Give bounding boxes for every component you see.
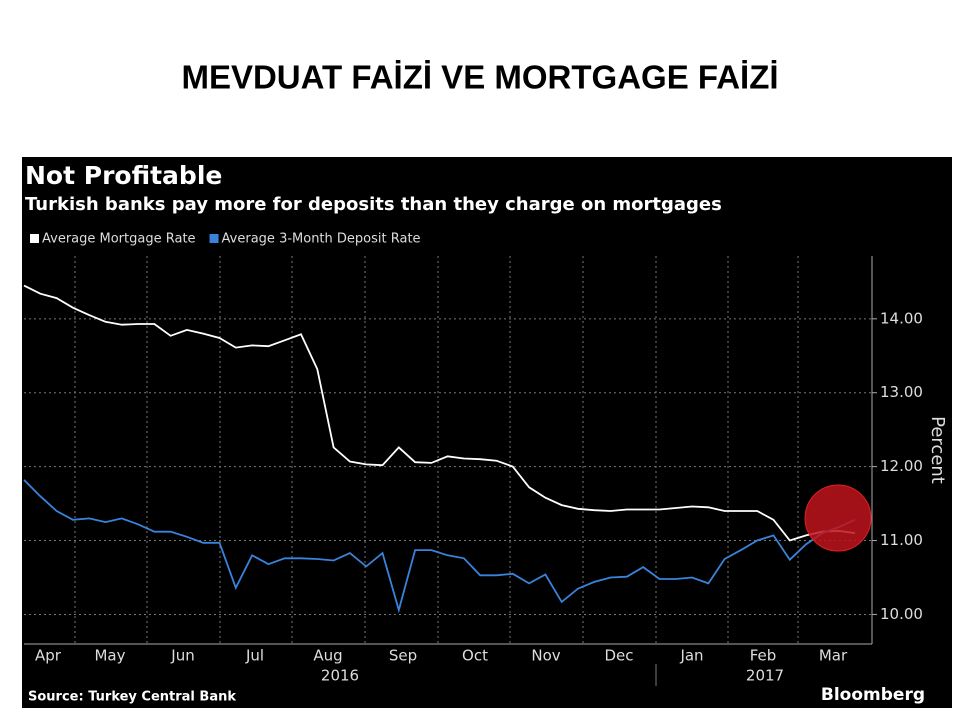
chart-subtitle: Turkish banks pay more for deposits than… [25, 194, 722, 215]
x-tick-label: Jul [245, 647, 264, 665]
highlight-circle [804, 484, 872, 552]
x-tick-label: Jan [679, 647, 703, 665]
legend-swatch [30, 234, 39, 243]
x-tick-label: Oct [462, 647, 488, 665]
y-tick-label: 14.00 [880, 309, 923, 327]
x-tick-label: Feb [750, 647, 777, 665]
year-label: 2016 [321, 667, 359, 685]
legend-label: Average 3-Month Deposit Rate [222, 232, 421, 247]
y-axis-label: Percent [927, 416, 948, 484]
chart-title: Not Profitable [25, 161, 222, 190]
y-tick-label: 11.00 [880, 531, 923, 549]
x-tick-label: Dec [604, 647, 633, 665]
brand: Bloomberg [821, 685, 925, 705]
x-tick-label: Jun [170, 647, 194, 665]
x-tick-label: Apr [35, 647, 62, 665]
y-tick-label: 10.00 [880, 605, 923, 623]
data-line [23, 284, 856, 542]
x-tick-label: Sep [389, 647, 417, 665]
legend-label: Average Mortgage Rate [42, 232, 196, 247]
chart-panel [22, 157, 952, 708]
y-tick-label: 13.00 [880, 383, 923, 401]
x-tick-label: Aug [313, 647, 342, 665]
legend-swatch [209, 234, 219, 243]
x-tick-label: May [94, 647, 125, 665]
data-line [23, 479, 856, 614]
year-label: 2017 [746, 667, 784, 685]
x-tick-label: Nov [531, 647, 560, 665]
source: Source: Turkey Central Bank [28, 690, 236, 705]
slide-title: MEVDUAT FAİZİ VE MORTGAGE FAİZİ [181, 59, 778, 96]
x-tick-label: Mar [819, 647, 848, 665]
y-tick-label: 12.00 [880, 457, 923, 475]
